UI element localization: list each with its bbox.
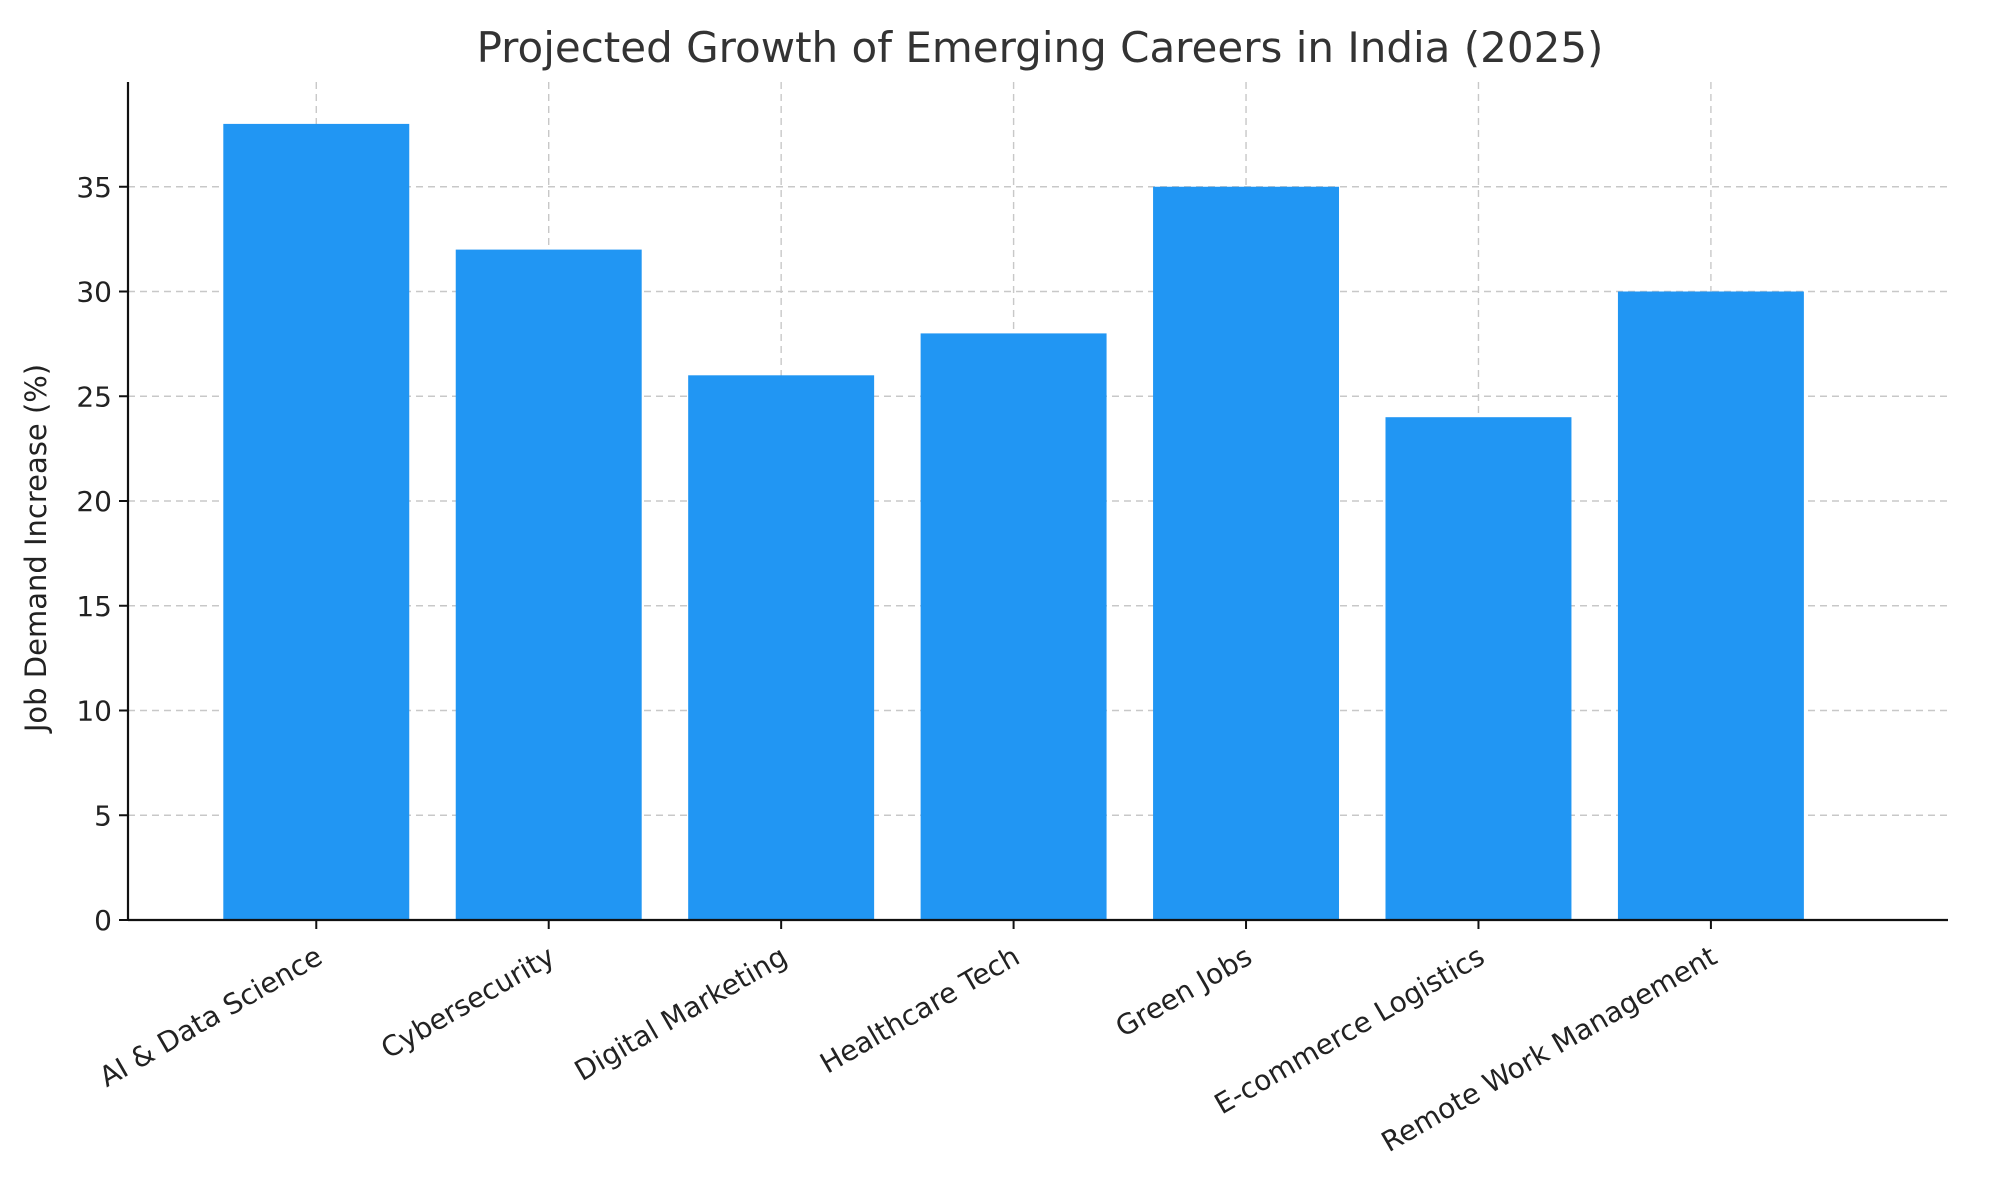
chart-title: Projected Growth of Emerging Careers in … <box>477 23 1604 72</box>
y-tick-label: 25 <box>76 380 112 413</box>
x-tick-label-5: Green Jobs <box>1110 939 1258 1043</box>
x-tick-label-3: Digital Marketing <box>569 939 793 1087</box>
y-axis-label: Job Demand Increase (%) <box>19 364 53 734</box>
bar-7 <box>1617 291 1804 920</box>
y-tick-label: 20 <box>76 485 112 518</box>
y-tick-label: 10 <box>76 695 112 728</box>
y-tick-label: 0 <box>94 904 112 937</box>
bars <box>223 123 1804 921</box>
x-tick-label-1: AI & Data Science <box>94 939 328 1093</box>
bar-1 <box>223 123 410 920</box>
bar-2 <box>455 249 642 921</box>
y-tick-label: 5 <box>94 799 112 832</box>
y-tick-label: 30 <box>76 276 112 309</box>
bar-3 <box>688 375 875 920</box>
x-tick-label-2: Cybersecurity <box>375 939 560 1065</box>
bar-6 <box>1385 417 1572 920</box>
y-tick-label: 35 <box>76 171 112 204</box>
ticks <box>119 185 1712 929</box>
y-tick-label: 15 <box>76 590 112 623</box>
bar-4 <box>920 333 1107 920</box>
x-tick-label-4: Healthcare Tech <box>814 939 1025 1080</box>
bar-5 <box>1153 186 1340 920</box>
